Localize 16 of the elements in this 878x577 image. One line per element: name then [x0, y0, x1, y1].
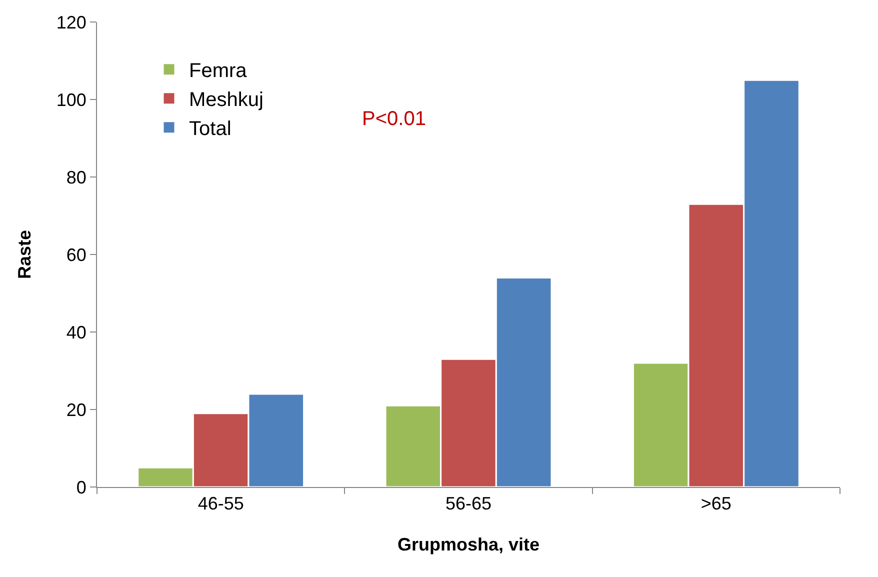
- x-tick-label: >65: [700, 494, 732, 514]
- legend-label: Meshkuj: [189, 89, 264, 112]
- y-tick-label: 60: [66, 244, 86, 265]
- y-tick-label: 0: [76, 477, 86, 498]
- y-tick-label: 20: [66, 400, 86, 420]
- x-tick-label: 56-65: [445, 494, 492, 514]
- y-tick-label: 80: [66, 167, 86, 188]
- y-tick-label: 40: [66, 322, 86, 342]
- x-axis-title: Grupmosha, vite: [397, 534, 540, 555]
- legend-label: Femra: [189, 60, 248, 82]
- y-tick-label: 100: [56, 90, 86, 110]
- legend-label: Total: [189, 118, 232, 140]
- x-tick-label: 46-55: [198, 494, 244, 514]
- y-tick-label: 120: [56, 12, 86, 32]
- y-axis-title: Raste: [14, 230, 35, 280]
- annotation: P<0.01: [362, 108, 426, 130]
